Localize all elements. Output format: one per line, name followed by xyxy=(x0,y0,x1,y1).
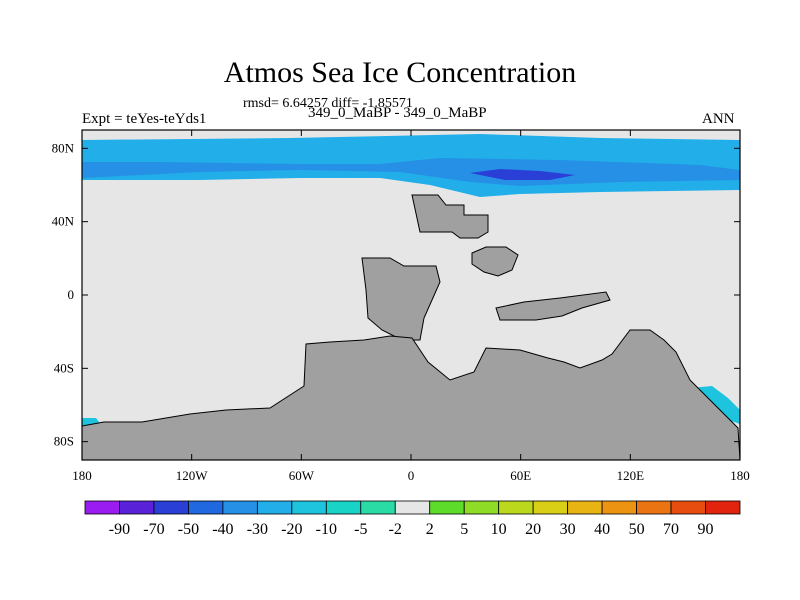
land-africa-east xyxy=(411,194,489,239)
colorbar-label: -10 xyxy=(316,521,337,538)
axes: 180 120W 60W 0 60E 120E 180 80N 40N 0 40S 80S xyxy=(52,130,750,483)
colorbar-label: 30 xyxy=(560,521,576,538)
colorbar-swatch xyxy=(188,500,224,515)
colorbar-label: 2 xyxy=(426,521,434,538)
map-area xyxy=(81,129,741,461)
cases-label: 349_0_MaBP - 349_0_MaBP xyxy=(308,105,487,121)
colorbar-label: -20 xyxy=(281,521,302,538)
colorbar-swatch xyxy=(636,500,672,515)
colorbar-label: -5 xyxy=(354,521,367,538)
colorbar-swatch xyxy=(153,500,189,515)
y-tick-label: 80N xyxy=(52,140,75,155)
colorbar-swatch xyxy=(119,500,155,515)
colorbar-label: 10 xyxy=(491,521,507,538)
season-label: ANN xyxy=(702,111,735,127)
colorbar-label: 5 xyxy=(460,521,468,538)
colorbar-swatch xyxy=(670,500,706,515)
colorbar-label: -30 xyxy=(247,521,268,538)
land-southern-continent xyxy=(81,329,741,461)
x-tick-label: 0 xyxy=(408,468,415,483)
experiment-label: Expt = teYes-teYds1 xyxy=(82,111,207,127)
colorbar-swatch xyxy=(222,500,258,515)
colorbar-label: -40 xyxy=(212,521,233,538)
y-tick-label: 80S xyxy=(54,434,74,449)
colorbar-swatch xyxy=(291,500,327,515)
colorbar-swatch xyxy=(394,500,431,515)
x-tick-label: 60E xyxy=(510,468,531,483)
colorbar: -90 -70 -50 -40 -30 -20 -10 -5 -2 2 5 10 20 30 40 50 70 9… xyxy=(84,500,741,538)
colorbar-swatch xyxy=(532,500,569,515)
colorbar-label: 70 xyxy=(663,521,679,538)
colorbar-swatch xyxy=(463,500,500,515)
x-tick-label: 120E xyxy=(617,468,645,483)
arctic-inner xyxy=(82,158,740,186)
colorbar-label: 50 xyxy=(629,521,645,538)
x-tick-label: 180 xyxy=(730,468,750,483)
y-tick-label: 40S xyxy=(54,360,74,375)
colorbar-label: 20 xyxy=(525,521,541,538)
stats-label: rmsd= 6.64257 diff= -1.85571 xyxy=(243,96,413,111)
land-south-america xyxy=(361,257,441,341)
land-india-indonesia xyxy=(495,291,611,321)
colorbar-label: -50 xyxy=(178,521,199,538)
colorbar-swatch xyxy=(705,500,741,515)
land-arabia xyxy=(471,246,519,277)
colorbar-swatch xyxy=(498,500,534,515)
chart-title: Atmos Sea Ice Concentration xyxy=(223,56,577,89)
colorbar-swatch xyxy=(567,500,603,515)
colorbar-label: 40 xyxy=(594,521,610,538)
colorbar-swatch xyxy=(601,500,637,515)
x-tick-label: 180 xyxy=(72,468,92,483)
y-tick-label: 0 xyxy=(68,287,75,302)
colorbar-swatch xyxy=(325,500,362,515)
colorbar-swatch xyxy=(84,500,120,515)
x-tick-label: 120W xyxy=(176,468,209,483)
colorbar-label: -2 xyxy=(389,521,402,538)
colorbar-label: 90 xyxy=(698,521,714,538)
x-tick-label: 60W xyxy=(289,468,315,483)
colorbar-swatch xyxy=(256,500,293,515)
colorbar-label: -70 xyxy=(143,521,164,538)
colorbar-label: -90 xyxy=(109,521,130,538)
arctic-core xyxy=(470,169,575,180)
y-tick-label: 40N xyxy=(52,214,75,229)
colorbar-swatch xyxy=(360,500,396,515)
colorbar-swatch xyxy=(429,500,465,515)
